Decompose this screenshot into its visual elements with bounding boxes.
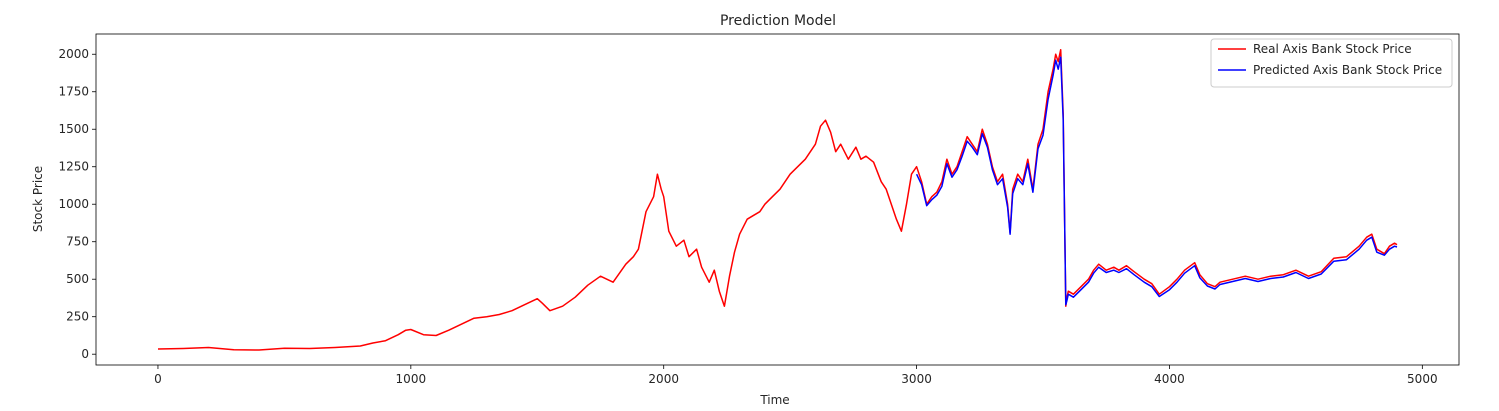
x-tick-label: 5000: [1407, 372, 1438, 386]
y-tick-label: 500: [66, 272, 89, 286]
plot-area: [157, 48, 1398, 351]
y-tick-label: 2000: [58, 47, 89, 61]
plot-frame: [95, 33, 1460, 366]
y-tick-label: 250: [66, 310, 89, 324]
x-axis: 0 1000 2000 3000 4000 5000: [154, 365, 1438, 386]
y-axis-label: Stock Price: [31, 166, 45, 232]
series-line-real: [157, 48, 1398, 351]
y-tick-label: 1250: [58, 160, 89, 174]
x-axis-label: Time: [759, 393, 789, 407]
y-tick-label: 1000: [58, 197, 89, 211]
legend: Real Axis Bank Stock Price Predicted Axi…: [1210, 38, 1453, 88]
x-tick-label: 4000: [1154, 372, 1185, 386]
y-tick-label: 0: [81, 347, 89, 361]
y-tick-label: 750: [66, 235, 89, 249]
x-tick-label: 2000: [648, 372, 679, 386]
x-tick-label: 3000: [901, 372, 932, 386]
chart-title: Prediction Model: [720, 13, 836, 29]
legend-frame: [1210, 38, 1453, 88]
series-line-predicted: [915, 56, 1398, 306]
legend-label-predicted: Predicted Axis Bank Stock Price: [1253, 63, 1442, 77]
x-tick-label: 1000: [396, 372, 427, 386]
x-tick-label: 0: [154, 372, 162, 386]
y-axis: 0 250 500 750 1000 1250 1500 1750 2000: [58, 47, 96, 361]
legend-label-real: Real Axis Bank Stock Price: [1253, 42, 1412, 56]
y-tick-label: 1750: [58, 85, 89, 99]
y-tick-label: 1500: [58, 122, 89, 136]
